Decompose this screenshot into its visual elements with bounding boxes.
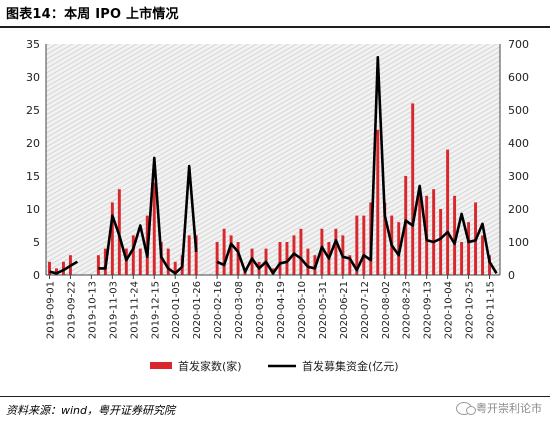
x-tick-label: 2020-11-15 — [486, 281, 497, 339]
bar — [383, 202, 387, 275]
bar — [299, 228, 303, 275]
bar — [173, 261, 177, 275]
bar — [194, 235, 198, 275]
x-tick-label: 2020-10-04 — [444, 281, 455, 339]
bar — [460, 242, 464, 275]
bar — [432, 189, 436, 275]
left-tick-label: 25 — [26, 104, 40, 117]
bar — [481, 235, 485, 275]
watermark-text: 粤开崇利论市 — [476, 402, 542, 415]
x-tick-label: 2020-01-05 — [171, 281, 182, 339]
right-tick-label: 400 — [508, 137, 529, 150]
bar — [236, 242, 240, 275]
legend-label-bar: 首发家数(家) — [178, 359, 242, 373]
bar — [138, 248, 142, 275]
right-tick-label: 100 — [508, 236, 529, 249]
bar — [439, 209, 443, 275]
bar — [48, 261, 51, 275]
legend-label-line: 首发募集资金(亿元) — [302, 359, 399, 373]
watermark: 粤开崇利论市 — [456, 400, 542, 416]
bar — [61, 261, 65, 275]
plot-area — [46, 44, 500, 275]
bar — [55, 268, 58, 275]
right-tick-label: 300 — [508, 170, 529, 183]
x-tick-label: 2020-08-23 — [402, 281, 413, 339]
line-series — [49, 55, 498, 275]
source-note: 资料来源：wind，粤开证券研究院 — [6, 404, 176, 417]
bottom-rule — [0, 396, 550, 397]
bar — [278, 242, 282, 275]
bar — [320, 228, 324, 275]
bar — [131, 235, 135, 275]
x-tick-label: 2020-07-12 — [360, 281, 371, 339]
bar — [166, 248, 170, 275]
x-tick-label: 2020-03-29 — [255, 281, 266, 339]
left-tick-label: 35 — [26, 38, 40, 51]
left-tick-label: 30 — [26, 71, 40, 84]
legend: 首发家数(家) 首发募集资金(亿元) — [150, 359, 399, 373]
bar — [110, 202, 114, 275]
left-tick-label: 5 — [33, 236, 40, 249]
chart-title: 图表14：本周 IPO 上市情况 — [6, 7, 179, 22]
right-tick-label: 200 — [508, 203, 529, 216]
x-tick-label: 2020-04-19 — [276, 281, 287, 339]
right-axis: 0 100 200 300 400 500 600 700 — [499, 38, 529, 282]
bar — [334, 228, 338, 275]
left-tick-label: 10 — [26, 203, 40, 216]
wechat-icon — [456, 401, 476, 415]
bar — [124, 248, 128, 275]
x-tick-label: 2019-11-24 — [129, 281, 140, 339]
right-tick-label: 0 — [508, 269, 515, 282]
left-tick-label: 20 — [26, 137, 40, 150]
bar — [306, 248, 310, 275]
bar — [355, 215, 359, 275]
x-tick-label: 2020-02-16 — [213, 281, 224, 339]
bar — [418, 189, 422, 275]
x-tick-label: 2020-03-08 — [234, 281, 245, 339]
bar — [488, 255, 491, 275]
right-tick-label: 600 — [508, 71, 529, 84]
top-rule — [0, 26, 550, 28]
bar — [446, 149, 450, 275]
x-tick-label: 2020-05-31 — [318, 281, 329, 339]
x-axis: 2019-09-01 2019-09-22 2019-10-13 2019-11-03… — [45, 274, 500, 339]
left-tick-label: 0 — [33, 269, 40, 282]
right-tick-label: 500 — [508, 104, 529, 117]
bar — [376, 129, 380, 275]
bar — [411, 103, 415, 276]
x-tick-label: 2020-05-10 — [297, 281, 308, 339]
x-tick-label: 2019-11-03 — [108, 281, 119, 339]
bar — [215, 242, 219, 275]
right-tick-label: 700 — [508, 38, 529, 51]
bar — [453, 195, 457, 275]
ipo-chart: 0 5 10 15 20 25 30 35 0 100 200 300 400 500 600 700 20… — [26, 38, 529, 373]
x-tick-label: 2019-09-22 — [66, 281, 77, 339]
bar — [222, 228, 226, 275]
bar — [229, 235, 233, 275]
x-tick-label: 2020-01-26 — [192, 281, 203, 339]
bar — [467, 222, 471, 275]
legend-swatch-bar — [150, 362, 172, 369]
x-tick-label: 2020-06-21 — [339, 281, 350, 339]
x-tick-label: 2020-09-13 — [423, 281, 434, 339]
bar — [152, 182, 156, 275]
bar — [250, 248, 254, 275]
x-tick-label: 2020-10-25 — [465, 281, 476, 339]
bar — [187, 235, 191, 275]
left-axis: 0 5 10 15 20 25 30 35 — [26, 38, 47, 282]
bar — [285, 242, 289, 275]
left-tick-label: 15 — [26, 170, 40, 183]
x-tick-label: 2020-08-02 — [381, 281, 392, 339]
x-tick-label: 2019-10-13 — [87, 281, 98, 339]
bar — [362, 215, 366, 275]
x-tick-label: 2019-12-15 — [150, 281, 161, 339]
bar — [96, 255, 100, 275]
bar — [348, 255, 352, 275]
x-tick-label: 2019-09-01 — [45, 281, 56, 339]
